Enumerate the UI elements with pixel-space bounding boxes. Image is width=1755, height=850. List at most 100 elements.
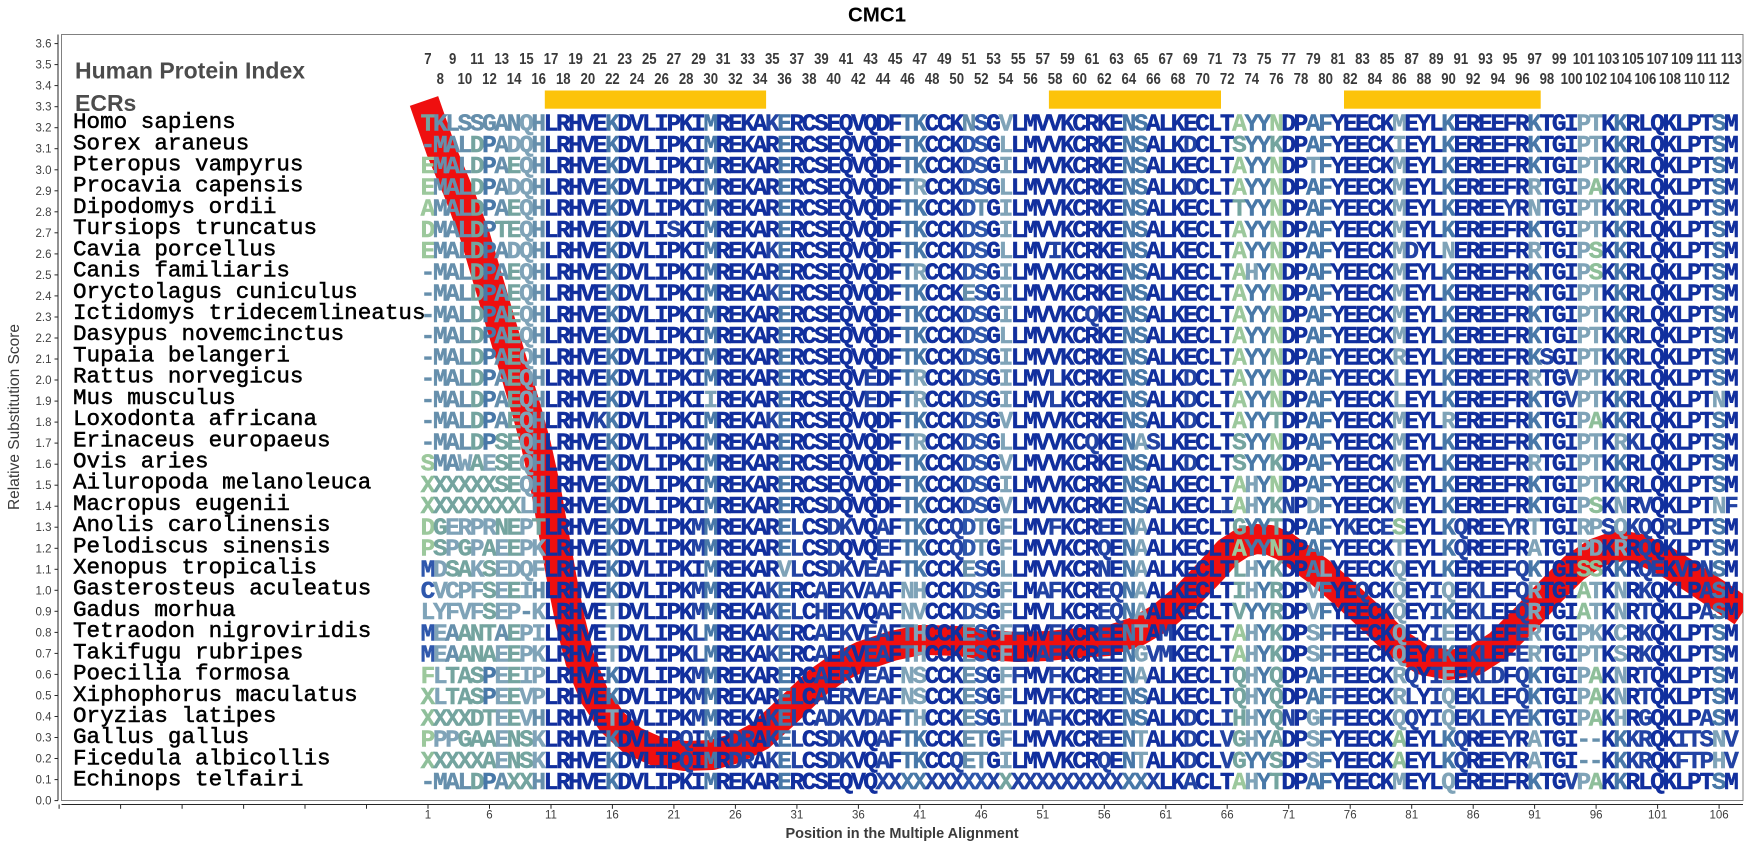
svg-text:Homo sapiens: Homo sapiens	[73, 109, 236, 135]
svg-text:Erinaceus europaeus: Erinaceus europaeus	[73, 427, 331, 453]
svg-text:Ictidomys tridecemlineatus: Ictidomys tridecemlineatus	[73, 300, 426, 326]
svg-text:105: 105	[1622, 51, 1644, 68]
svg-text:0.5: 0.5	[36, 691, 52, 703]
svg-text:1.4: 1.4	[36, 501, 53, 513]
svg-text:0.6: 0.6	[36, 669, 52, 681]
svg-text:Ovis aries: Ovis aries	[73, 449, 209, 475]
svg-text:42: 42	[851, 71, 866, 88]
svg-text:Position in the Multiple Align: Position in the Multiple Alignment	[785, 826, 1018, 842]
svg-text:2.9: 2.9	[36, 186, 52, 198]
svg-text:51: 51	[962, 51, 977, 68]
svg-text:12: 12	[482, 71, 497, 88]
svg-text:89: 89	[1429, 51, 1444, 68]
svg-text:3.6: 3.6	[36, 39, 52, 51]
svg-text:TKLSSGANQHLRHVEKDVLIPKIMREKAKE: TKLSSGANQHLRHVEKDVLIPKIMREKAKERCSEQVQDFT…	[421, 112, 1739, 139]
svg-text:Mus musculus: Mus musculus	[73, 385, 236, 411]
svg-text:57: 57	[1035, 51, 1050, 68]
svg-text:26: 26	[654, 71, 669, 88]
svg-text:-MALDPAEQHLRHVEKDVLIPKIMREKARE: -MALDPAEQHLRHVEKDVLIPKIMREKARERCSEQVQDFT…	[421, 303, 1739, 330]
svg-text:87: 87	[1404, 51, 1419, 68]
svg-text:Tupaia belangeri: Tupaia belangeri	[73, 342, 290, 368]
svg-text:0.3: 0.3	[36, 733, 52, 745]
svg-text:91: 91	[1528, 810, 1541, 822]
svg-text:Ficedula albicollis: Ficedula albicollis	[73, 745, 331, 771]
svg-text:17: 17	[544, 51, 559, 68]
svg-text:59: 59	[1060, 51, 1075, 68]
svg-text:83: 83	[1355, 51, 1370, 68]
svg-text:1.6: 1.6	[36, 459, 52, 471]
svg-text:2.6: 2.6	[36, 249, 52, 261]
svg-text:34: 34	[753, 71, 768, 88]
svg-text:20: 20	[581, 71, 596, 88]
svg-text:0.1: 0.1	[36, 775, 52, 787]
svg-text:21: 21	[593, 51, 608, 68]
svg-text:EMALDPAEQHLRHVEKDVLIPKIMREKARE: EMALDPAEQHLRHVEKDVLIPKIMREKARERCSEQVQDFT…	[421, 154, 1739, 181]
svg-text:52: 52	[974, 71, 989, 88]
svg-text:2.4: 2.4	[36, 291, 53, 303]
svg-text:Sorex araneus: Sorex araneus	[73, 130, 249, 156]
svg-text:-MALDPAEQHLRHVEKDVLIPKIMREKARE: -MALDPAEQHLRHVEKDVLIPKIMREKARERCSEQVQDFT…	[421, 345, 1739, 372]
svg-text:94: 94	[1490, 71, 1505, 88]
svg-text:2.5: 2.5	[36, 270, 52, 282]
svg-text:Xiphophorus maculatus: Xiphophorus maculatus	[73, 682, 358, 708]
svg-text:1.2: 1.2	[36, 543, 52, 555]
svg-text:90: 90	[1441, 71, 1456, 88]
svg-text:3.4: 3.4	[36, 81, 53, 93]
svg-text:EMALDPADQHLRHVEKDVLIPKIMREKARE: EMALDPADQHLRHVEKDVLIPKIMREKARERCSEQVQDFT…	[421, 175, 1739, 202]
svg-text:Human Protein Index: Human Protein Index	[75, 58, 305, 84]
svg-text:97: 97	[1527, 51, 1542, 68]
svg-text:MEAANAEEPKLRHVETDVLIPKLMREKAKE: MEAANAEEPKLRHVETDVLIPKLMREKAKERCAEKVEAFT…	[421, 643, 1739, 670]
svg-text:Oryctolagus cuniculus: Oryctolagus cuniculus	[73, 279, 358, 305]
svg-text:Poecilia formosa: Poecilia formosa	[73, 661, 290, 687]
svg-text:56: 56	[1023, 71, 1038, 88]
svg-text:AMALDPAEQHLRHVEKDVLIPKIMREKARE: AMALDPAEQHLRHVEKDVLIPKIMREKARERCSEQVQDFT…	[421, 197, 1739, 224]
svg-text:110: 110	[1684, 71, 1705, 88]
svg-text:2.1: 2.1	[36, 354, 52, 366]
svg-text:109: 109	[1671, 51, 1693, 68]
svg-text:23: 23	[617, 51, 632, 68]
svg-text:50: 50	[949, 71, 964, 88]
svg-text:54: 54	[999, 71, 1014, 88]
svg-text:96: 96	[1590, 810, 1603, 822]
svg-text:Macropus eugenii: Macropus eugenii	[73, 491, 290, 517]
svg-text:11: 11	[545, 810, 557, 822]
svg-text:-MALDPAEQHLRHVEKDVLIPKIMREKARE: -MALDPAEQHLRHVEKDVLIPKIMREKARERCSEQVQDFT…	[421, 260, 1739, 287]
svg-text:Tetraodon nigroviridis: Tetraodon nigroviridis	[73, 618, 371, 644]
svg-text:26: 26	[729, 810, 742, 822]
svg-text:Oryzias latipes: Oryzias latipes	[73, 703, 276, 729]
svg-text:11: 11	[470, 51, 484, 68]
svg-text:Cavia porcellus: Cavia porcellus	[73, 236, 276, 262]
svg-text:16: 16	[606, 810, 619, 822]
svg-text:111: 111	[1697, 51, 1718, 68]
svg-text:33: 33	[740, 51, 755, 68]
svg-text:86: 86	[1467, 810, 1480, 822]
svg-text:1.0: 1.0	[36, 585, 52, 597]
svg-text:3.3: 3.3	[36, 102, 52, 114]
svg-text:Gallus gallus: Gallus gallus	[73, 724, 249, 750]
svg-text:91: 91	[1454, 51, 1469, 68]
svg-text:LYFVFSEP-KLRHVETDVLIPKMMREKAKE: LYFVFSEP-KLRHVETDVLIPKMMREKAKELCHEKVQAFN…	[421, 600, 1739, 627]
svg-text:35: 35	[765, 51, 780, 68]
svg-text:0.7: 0.7	[36, 648, 52, 660]
svg-text:112: 112	[1708, 71, 1729, 88]
svg-text:0.4: 0.4	[36, 712, 53, 724]
svg-text:77: 77	[1281, 51, 1296, 68]
svg-text:0.2: 0.2	[36, 754, 52, 766]
svg-text:Gasterosteus aculeatus: Gasterosteus aculeatus	[73, 576, 371, 602]
svg-text:29: 29	[691, 51, 706, 68]
svg-text:CVCPFSEEIHLRHVEKDVLIPKMMREKAKE: CVCPFSEEIHLRHVEKDVLIPKMMREKAKERCAEKVAAFN…	[421, 579, 1739, 606]
svg-text:66: 66	[1221, 810, 1234, 822]
svg-text:56: 56	[1098, 810, 1111, 822]
svg-text:36: 36	[777, 71, 792, 88]
svg-text:Anolis carolinensis: Anolis carolinensis	[73, 512, 331, 538]
svg-text:74: 74	[1244, 71, 1259, 88]
svg-text:79: 79	[1306, 51, 1321, 68]
svg-text:Takifugu rubripes: Takifugu rubripes	[73, 639, 304, 665]
svg-text:55: 55	[1011, 51, 1026, 68]
svg-text:61: 61	[1085, 51, 1100, 68]
svg-text:PSPGPAEEPKLRHVEKDVLIPKMMREKARE: PSPGPAEEPKLRHVEKDVLIPKMMREKARELCSDQVQEFT…	[421, 537, 1739, 564]
svg-text:6: 6	[486, 810, 492, 822]
svg-text:-MALDPAXXHLRHVEKDVLIPKIMREKARE: -MALDPAXXHLRHVEKDVLIPKIMREKARERCSEQVQXXX…	[421, 770, 1739, 797]
svg-text:1.1: 1.1	[36, 564, 52, 576]
svg-text:46: 46	[900, 71, 915, 88]
